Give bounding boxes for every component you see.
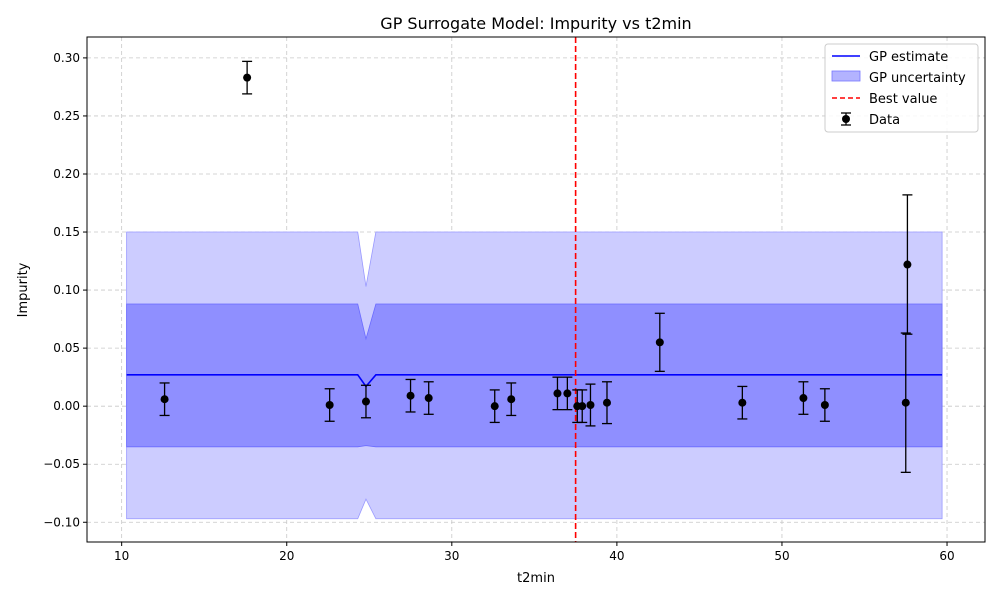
y-tick-label: 0.10 — [53, 283, 80, 297]
data-marker — [901, 398, 910, 407]
data-point — [360, 384, 371, 419]
data-point — [242, 60, 253, 95]
y-tick-label: 0.30 — [53, 51, 80, 65]
data-marker — [361, 397, 370, 406]
legend-frame — [824, 43, 979, 133]
y-tick-label: 0.20 — [53, 167, 80, 181]
data-marker — [563, 389, 572, 398]
x-axis-label: t2min — [517, 571, 555, 586]
data-point — [798, 381, 809, 415]
data-point — [601, 381, 612, 425]
data-marker — [243, 73, 252, 82]
y-tick-label: 0.15 — [53, 225, 80, 239]
axes-frame — [86, 36, 986, 543]
data-point — [423, 381, 434, 415]
data-marker — [903, 260, 912, 269]
data-point — [900, 332, 911, 473]
data-marker — [490, 402, 499, 411]
legend-best-label: Best value — [869, 92, 937, 107]
y-tick-label: −0.10 — [43, 515, 80, 529]
legend-uncertainty-swatch — [831, 70, 861, 82]
legend: GP estimate GP uncertainty Best value Da… — [824, 43, 979, 133]
legend-estimate-label: GP estimate — [869, 50, 948, 65]
y-axis-label: Impurity — [16, 262, 31, 317]
data-point — [902, 194, 913, 335]
data-marker — [578, 402, 587, 411]
data-point — [562, 376, 573, 411]
x-tick-label: 40 — [609, 549, 624, 563]
legend-uncertainty-label: GP uncertainty — [869, 71, 966, 86]
data-point — [324, 388, 335, 422]
data-marker — [406, 391, 415, 400]
x-tick-label: 60 — [939, 549, 954, 563]
data-marker — [553, 389, 562, 398]
x-tick-label: 50 — [774, 549, 789, 563]
data-marker — [507, 395, 516, 404]
y-tick-label: 0.05 — [53, 341, 80, 355]
data-point — [577, 389, 588, 424]
data-marker — [799, 394, 808, 403]
x-tick-label: 20 — [279, 549, 294, 563]
data-point — [654, 312, 665, 372]
y-tick-label: 0.00 — [53, 399, 80, 413]
y-tick-label: 0.25 — [53, 109, 80, 123]
data-marker — [160, 395, 169, 404]
legend-data-label: Data — [869, 113, 900, 128]
data-point — [489, 389, 500, 424]
data-point — [506, 382, 517, 417]
y-tick-label: −0.05 — [43, 457, 80, 471]
data-marker — [820, 401, 829, 410]
data-marker — [424, 394, 433, 403]
plot-area: 10 20 30 40 50 60 −0.10 −0.05 0.00 0.05 0.10 0.15 0.… — [43, 36, 986, 563]
x-tick-label: 30 — [444, 549, 459, 563]
data-point — [819, 388, 830, 422]
data-marker — [655, 338, 664, 347]
data-marker — [602, 398, 611, 407]
data-marker — [738, 398, 747, 407]
data-point — [405, 378, 416, 413]
legend-data-swatch — [841, 112, 851, 126]
x-tick-label: 10 — [114, 549, 129, 563]
chart-title: GP Surrogate Model: Impurity vs t2min — [380, 14, 691, 33]
data-point — [737, 385, 748, 420]
data-point — [552, 376, 563, 411]
data-marker — [325, 401, 334, 410]
data-marker — [586, 401, 595, 410]
data-point — [159, 382, 170, 417]
data-point — [585, 383, 596, 427]
